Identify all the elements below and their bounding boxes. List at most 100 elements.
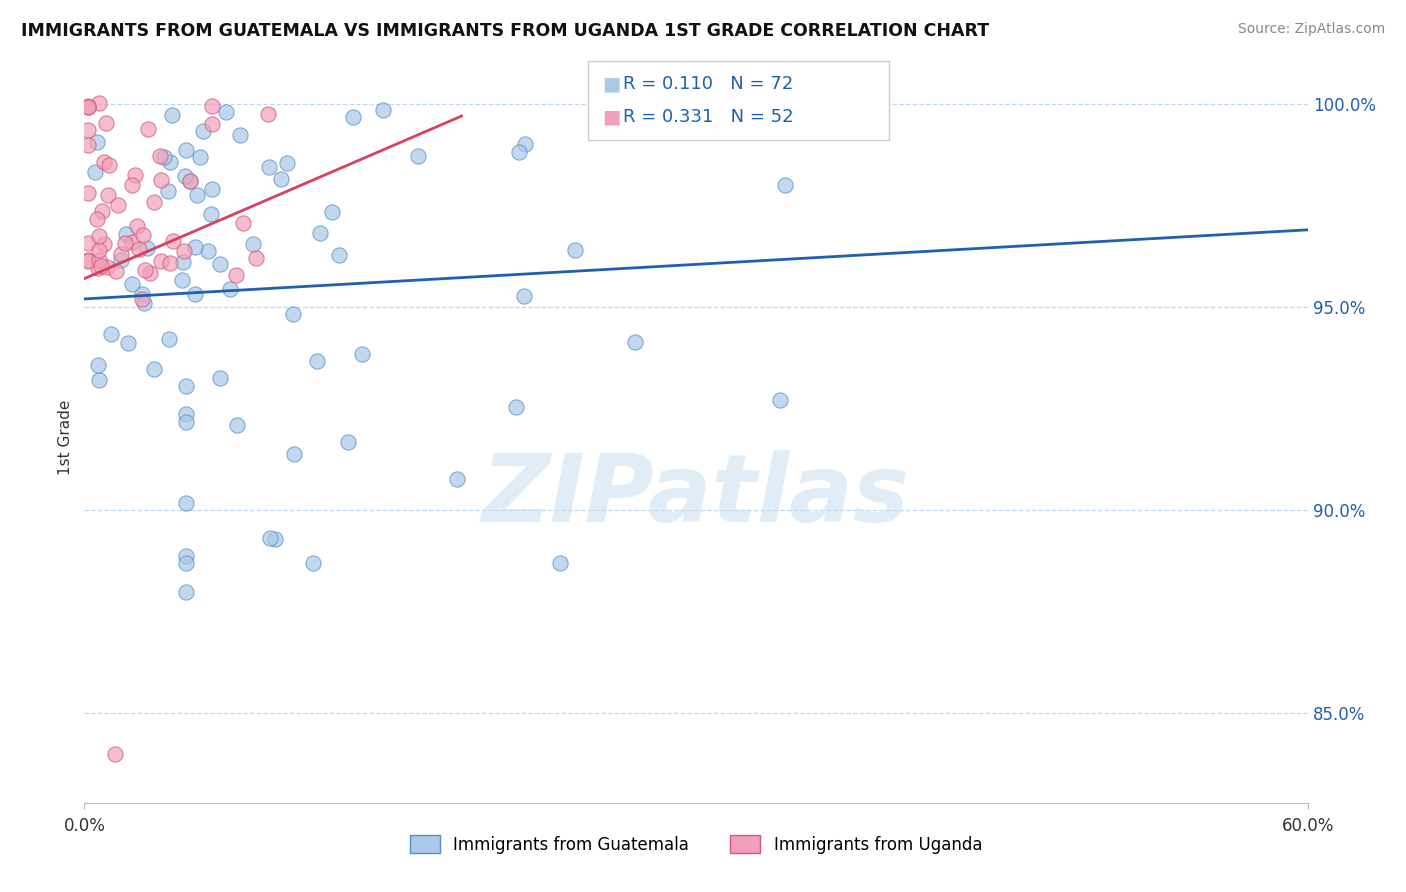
Point bbox=[201, 182, 224, 196]
Point bbox=[307, 353, 329, 368]
Point bbox=[215, 105, 238, 120]
Point bbox=[125, 219, 148, 233]
Point bbox=[97, 158, 120, 172]
Point bbox=[505, 401, 527, 415]
Point bbox=[179, 174, 201, 188]
Point bbox=[225, 417, 247, 432]
Point bbox=[309, 226, 332, 240]
Point bbox=[150, 254, 173, 268]
Point bbox=[184, 240, 207, 254]
Point bbox=[93, 154, 115, 169]
Point bbox=[406, 149, 429, 163]
Point bbox=[143, 194, 166, 209]
Point bbox=[77, 100, 100, 114]
Point bbox=[97, 188, 120, 202]
Point bbox=[548, 557, 571, 571]
Text: Source: ZipAtlas.com: Source: ZipAtlas.com bbox=[1237, 22, 1385, 37]
Point bbox=[121, 235, 143, 250]
Point bbox=[342, 110, 364, 124]
Point bbox=[90, 260, 112, 274]
Point bbox=[201, 117, 224, 131]
Point bbox=[209, 257, 232, 271]
Point bbox=[94, 116, 117, 130]
Y-axis label: 1st Grade: 1st Grade bbox=[58, 400, 73, 475]
Point bbox=[321, 205, 343, 219]
Point bbox=[259, 531, 281, 545]
Point bbox=[93, 237, 115, 252]
Point bbox=[121, 277, 143, 291]
Point bbox=[225, 268, 247, 282]
Point bbox=[89, 229, 111, 244]
Text: R = 0.331   N = 52: R = 0.331 N = 52 bbox=[623, 108, 793, 126]
Point bbox=[446, 472, 468, 486]
Point bbox=[159, 255, 181, 269]
Point bbox=[200, 207, 222, 221]
Point bbox=[769, 393, 792, 408]
Point bbox=[77, 186, 100, 201]
Point bbox=[131, 292, 153, 306]
Point bbox=[508, 145, 530, 160]
Point bbox=[156, 184, 179, 198]
Point bbox=[104, 264, 127, 278]
Point bbox=[336, 434, 359, 449]
Point bbox=[162, 108, 184, 122]
Point bbox=[162, 234, 184, 248]
Point bbox=[87, 261, 110, 276]
Point bbox=[117, 336, 139, 351]
Point bbox=[77, 99, 100, 113]
Point bbox=[232, 216, 254, 230]
Point bbox=[281, 307, 304, 321]
Point bbox=[107, 198, 129, 212]
Point bbox=[77, 235, 100, 250]
Point bbox=[564, 244, 586, 258]
Point bbox=[132, 227, 155, 242]
Point bbox=[77, 137, 100, 152]
Point bbox=[86, 211, 108, 226]
Point bbox=[89, 95, 111, 110]
Point bbox=[245, 252, 267, 266]
Point bbox=[174, 407, 197, 421]
Point bbox=[276, 156, 298, 170]
Point bbox=[773, 178, 796, 192]
Point bbox=[264, 533, 287, 547]
Point bbox=[87, 359, 110, 373]
Point bbox=[114, 235, 136, 250]
Point bbox=[77, 252, 100, 267]
Point bbox=[157, 332, 180, 346]
Point bbox=[174, 584, 197, 599]
Point bbox=[188, 150, 211, 164]
Point bbox=[104, 747, 127, 761]
Point bbox=[513, 289, 536, 303]
Point bbox=[219, 282, 242, 296]
Point bbox=[124, 169, 146, 183]
Point bbox=[159, 155, 181, 169]
Point bbox=[174, 378, 197, 392]
Legend: Immigrants from Guatemala, Immigrants from Uganda: Immigrants from Guatemala, Immigrants fr… bbox=[404, 829, 988, 860]
Point bbox=[371, 103, 394, 117]
Point bbox=[173, 244, 195, 258]
Text: ZIPatlas: ZIPatlas bbox=[482, 450, 910, 541]
Point bbox=[193, 124, 215, 138]
Text: ■: ■ bbox=[602, 74, 620, 93]
Point bbox=[352, 347, 374, 361]
Point bbox=[132, 295, 155, 310]
Point bbox=[83, 165, 105, 179]
Point bbox=[172, 273, 194, 287]
Point bbox=[135, 241, 157, 255]
Text: ■: ■ bbox=[602, 108, 620, 127]
Point bbox=[131, 286, 153, 301]
Point bbox=[174, 415, 197, 429]
Point bbox=[201, 99, 224, 113]
Point bbox=[77, 122, 100, 136]
Point bbox=[91, 204, 114, 219]
Point bbox=[176, 143, 198, 157]
Point bbox=[121, 178, 143, 192]
Point bbox=[136, 121, 159, 136]
Point bbox=[115, 227, 138, 241]
Point bbox=[257, 160, 280, 174]
Point bbox=[229, 128, 252, 142]
Point bbox=[179, 174, 201, 188]
Point bbox=[100, 326, 122, 341]
Point bbox=[138, 266, 160, 280]
Point bbox=[515, 137, 537, 152]
